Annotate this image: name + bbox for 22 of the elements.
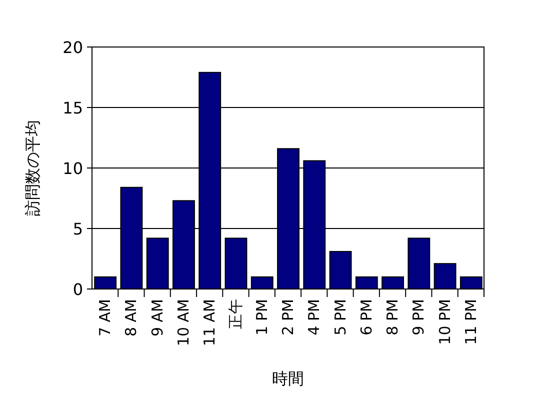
x-tick-label: 6 PM [357, 299, 376, 336]
x-tick-label: 9 AM [148, 299, 166, 337]
x-tick-label: 8 PM [384, 299, 402, 336]
y-tick-label: 5 [72, 220, 83, 238]
x-tick-label: 9 PM [410, 299, 428, 336]
x-axis-title: 時間 [272, 369, 304, 388]
x-tick-label: 11 PM [462, 299, 480, 345]
x-tick-label: 1 PM [252, 299, 271, 336]
x-tick-label: 8 AM [122, 299, 140, 337]
y-axis-title: 訪問数の平均 [23, 120, 42, 216]
x-tick-label: 10 PM [436, 299, 454, 345]
x-tick-label: 10 AM [174, 299, 192, 346]
x-tick-label: 11 AM [200, 299, 219, 346]
y-tick-label: 15 [62, 98, 83, 118]
x-tick-label: 5 PM [331, 299, 350, 336]
x-tick-label: 4 PM [305, 299, 324, 336]
x-tick-label: 7 AM [96, 299, 114, 337]
y-tick-label: 20 [62, 38, 83, 57]
y-tick-label: 0 [72, 280, 83, 299]
x-tick-label: 2 PM [279, 299, 297, 336]
x-tick-label: 正午 [226, 299, 245, 329]
y-tick-label: 10 [62, 159, 83, 178]
